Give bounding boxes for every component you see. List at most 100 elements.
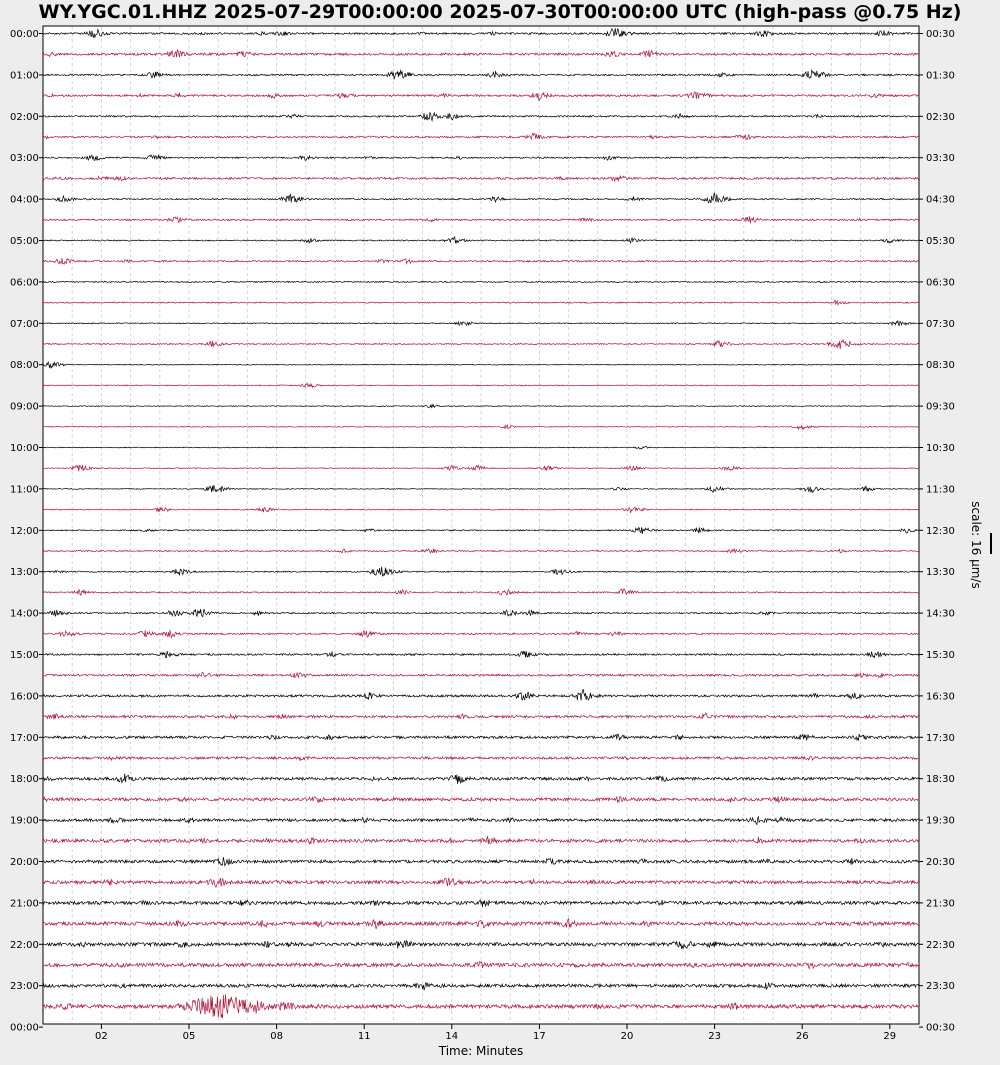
- x-tick-label: 26: [796, 1031, 809, 1042]
- trace-row: [42, 755, 920, 762]
- right-time-label: 01:30: [926, 70, 955, 81]
- x-tick-label: 11: [358, 1031, 371, 1042]
- trace-rows: [42, 28, 920, 1019]
- trace-row: [42, 671, 920, 679]
- trace-row: [42, 796, 920, 804]
- trace-row: [42, 857, 920, 867]
- x-axis-label: Time: Minutes: [438, 1044, 523, 1058]
- left-time-label: 22:00: [10, 940, 39, 951]
- right-time-label: 04:30: [926, 195, 955, 206]
- trace-row: [42, 899, 920, 908]
- trace-row: [43, 382, 920, 389]
- right-time-label: 14:30: [926, 609, 955, 620]
- right-time-label: 12:30: [926, 526, 955, 537]
- trace-row: [42, 28, 920, 39]
- trace-row: [42, 360, 920, 369]
- trace-row: [42, 319, 920, 327]
- x-tick-label: 05: [183, 1031, 196, 1042]
- trace-row: [42, 216, 920, 224]
- left-time-label: 19:00: [10, 816, 39, 827]
- right-time-label: 22:30: [926, 940, 955, 951]
- trace-row: [42, 236, 920, 245]
- right-time-label: 00:30: [926, 1023, 955, 1034]
- left-time-label: 09:00: [10, 402, 39, 413]
- right-time-label: 20:30: [926, 857, 955, 868]
- left-time-label: 17:00: [10, 733, 39, 744]
- x-tick-label: 08: [270, 1031, 283, 1042]
- left-time-label: 04:00: [10, 195, 39, 206]
- right-time-labels: 00:30 01:30 02:30 03:30 04:30 05:30 06:30 07:30…: [919, 29, 955, 1034]
- trace-row: [42, 424, 920, 431]
- trace-row: [42, 154, 920, 162]
- left-time-label: 16:00: [10, 691, 39, 702]
- right-time-label: 23:30: [926, 981, 955, 992]
- trace-row: [42, 548, 920, 554]
- trace-row: [42, 566, 920, 577]
- right-time-label: 05:30: [926, 236, 955, 247]
- left-time-labels: 00:00 01:00 02:00 03:00 04:00 05:00 06:00 07:00…: [10, 29, 43, 1034]
- x-axis-ticks: 02 05 08 11 14 17 20 23 26 29: [95, 1024, 896, 1042]
- right-time-label: 06:30: [926, 277, 955, 288]
- chart-title: WY.YGC.01.HHZ 2025-07-29T00:00:00 2025-0…: [39, 1, 962, 23]
- left-time-label: 13:00: [10, 567, 39, 578]
- right-time-label: 15:30: [926, 650, 955, 661]
- left-time-label: 18:00: [10, 774, 39, 785]
- trace-row: [42, 68, 920, 81]
- x-tick-label: 29: [883, 1031, 896, 1042]
- vertical-grid: [71, 27, 891, 1023]
- left-time-label: 14:00: [10, 609, 39, 620]
- left-time-label: 10:00: [10, 443, 39, 454]
- trace-row: [42, 773, 920, 785]
- trace-row: [42, 712, 920, 721]
- right-time-label: 18:30: [926, 774, 955, 785]
- trace-row: [42, 49, 920, 58]
- x-tick-label: 14: [445, 1031, 458, 1042]
- trace-row: [42, 918, 920, 929]
- left-time-label: 08:00: [10, 360, 39, 371]
- trace-row: [42, 506, 920, 513]
- trace-row: [42, 815, 920, 826]
- trace-row: [42, 338, 920, 350]
- right-time-label: 21:30: [926, 898, 955, 909]
- trace-row: [42, 835, 920, 845]
- left-time-label: 03:00: [10, 153, 39, 164]
- left-time-label: 00:00: [10, 29, 39, 40]
- trace-row: [42, 588, 920, 596]
- trace-row: [42, 192, 920, 204]
- left-time-label: 11:00: [10, 484, 39, 495]
- trace-row: [42, 960, 920, 970]
- trace-row: [42, 132, 920, 141]
- trace-row: [42, 445, 920, 450]
- right-time-label: 02:30: [926, 112, 955, 123]
- trace-row: [43, 91, 920, 101]
- x-tick-label: 23: [708, 1031, 721, 1042]
- left-time-label: 01:00: [10, 70, 39, 81]
- right-time-label: 13:30: [926, 567, 955, 578]
- trace-row: [42, 688, 920, 701]
- trace-row: [42, 175, 920, 183]
- left-time-label: 06:00: [10, 277, 39, 288]
- left-time-label: 00:00: [10, 1023, 39, 1034]
- right-time-label: 16:30: [926, 691, 955, 702]
- right-time-label: 09:30: [926, 402, 955, 413]
- left-time-label: 20:00: [10, 857, 39, 868]
- left-time-label: 15:00: [10, 650, 39, 661]
- trace-row: [42, 939, 920, 950]
- right-time-label: 19:30: [926, 816, 955, 827]
- left-time-label: 23:00: [10, 981, 39, 992]
- trace-row: [42, 650, 920, 659]
- right-time-label: 10:30: [926, 443, 955, 454]
- x-tick-label: 02: [95, 1031, 108, 1042]
- trace-row: [42, 526, 920, 534]
- trace-row: [42, 298, 920, 306]
- trace-row: [42, 111, 920, 122]
- trace-row: [42, 733, 920, 742]
- left-time-label: 12:00: [10, 526, 39, 537]
- right-time-label: 03:30: [926, 153, 955, 164]
- left-time-label: 07:00: [10, 319, 39, 330]
- trace-row: [42, 280, 920, 284]
- x-tick-label: 17: [533, 1031, 546, 1042]
- right-time-label: 17:30: [926, 733, 955, 744]
- trace-row: [42, 994, 920, 1019]
- left-time-label: 21:00: [10, 898, 39, 909]
